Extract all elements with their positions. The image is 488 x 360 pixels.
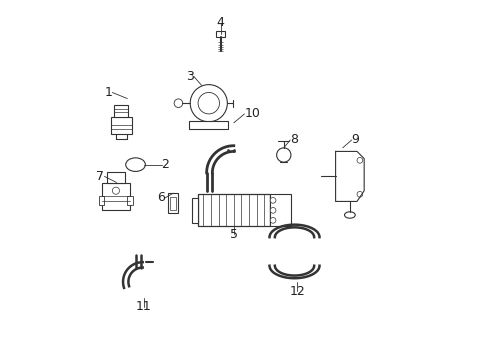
FancyBboxPatch shape — [170, 197, 176, 210]
Text: 7: 7 — [96, 170, 104, 183]
Text: 10: 10 — [244, 107, 260, 120]
Text: 9: 9 — [351, 134, 359, 147]
FancyBboxPatch shape — [191, 198, 198, 223]
Circle shape — [270, 207, 275, 213]
Text: 1: 1 — [104, 86, 112, 99]
Polygon shape — [206, 173, 212, 191]
Circle shape — [356, 192, 362, 197]
Polygon shape — [206, 146, 233, 173]
Text: 5: 5 — [229, 228, 237, 241]
Circle shape — [356, 157, 362, 163]
Circle shape — [198, 93, 219, 114]
FancyBboxPatch shape — [110, 117, 132, 134]
Polygon shape — [227, 150, 233, 152]
Ellipse shape — [125, 158, 145, 171]
Circle shape — [270, 198, 275, 203]
Text: 3: 3 — [185, 70, 193, 83]
FancyBboxPatch shape — [198, 194, 269, 226]
Circle shape — [276, 148, 290, 162]
Text: 6: 6 — [157, 192, 165, 204]
FancyBboxPatch shape — [167, 193, 178, 213]
Text: 12: 12 — [289, 285, 305, 298]
FancyBboxPatch shape — [189, 121, 228, 129]
Circle shape — [112, 187, 119, 194]
Circle shape — [190, 85, 227, 122]
Ellipse shape — [344, 212, 354, 218]
FancyBboxPatch shape — [102, 183, 130, 210]
Text: 2: 2 — [162, 158, 169, 171]
FancyBboxPatch shape — [114, 105, 128, 117]
FancyBboxPatch shape — [99, 196, 104, 205]
Circle shape — [270, 217, 275, 223]
FancyBboxPatch shape — [107, 172, 124, 183]
FancyBboxPatch shape — [269, 194, 290, 226]
Circle shape — [174, 99, 183, 108]
FancyBboxPatch shape — [216, 31, 224, 37]
Text: 8: 8 — [290, 134, 298, 147]
Text: 4: 4 — [216, 16, 224, 29]
FancyBboxPatch shape — [127, 196, 133, 205]
Text: 11: 11 — [136, 300, 151, 313]
